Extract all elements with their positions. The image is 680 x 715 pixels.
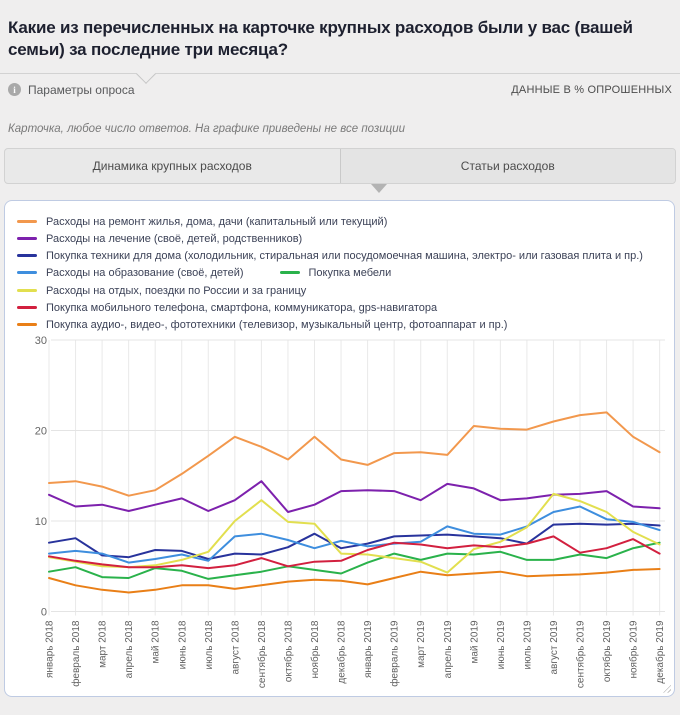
legend-dash-icon (17, 271, 37, 275)
x-axis-label: июнь 2019 (496, 620, 507, 669)
legend-row: Покупка аудио-, видео-, фототехники (тел… (17, 316, 674, 333)
header-divider (0, 63, 680, 84)
legend-dash-icon (279, 271, 300, 275)
legend-dash-icon (17, 236, 37, 240)
legend-dash-icon (17, 288, 37, 292)
legend-row: Покупка техники для дома (холодильник, с… (17, 247, 674, 264)
legend-item[interactable]: Покупка мобильного телефона, смартфона, … (17, 298, 437, 315)
data-units-label: ДАННЫЕ В % ОПРОШЕННЫХ (511, 83, 672, 96)
x-axis-label: декабрь 2018 (336, 620, 348, 684)
legend-label: Покупка мобильного телефона, смартфона, … (46, 301, 438, 314)
x-axis-label: октябрь 2019 (601, 620, 613, 682)
legend-label: Покупка аудио-, видео-, фототехники (тел… (46, 318, 508, 331)
x-axis-label: апрель 2018 (124, 620, 135, 678)
x-axis-label: июль 2019 (522, 620, 533, 669)
legend-row: Расходы на лечение (своё, детей, родстве… (17, 230, 674, 247)
survey-params-link[interactable]: i Параметры опроса (8, 83, 135, 97)
legend-label: Расходы на ремонт жилья, дома, дачи (кап… (46, 215, 388, 228)
series-line-6 (48, 535, 661, 570)
legend-item[interactable]: Покупка техники для дома (холодильник, с… (17, 246, 643, 263)
survey-question-title: Какие из перечисленных на карточке крупн… (8, 18, 633, 60)
x-axis-label: февраль 2018 (70, 620, 82, 687)
series-line-3 (48, 505, 661, 564)
legend-row: Покупка мобильного телефона, смартфона, … (17, 299, 674, 316)
x-axis-label: сентябрь 2019 (575, 620, 587, 688)
y-axis-label: 0 (41, 607, 47, 619)
chart-legend: Расходы на ремонт жилья, дома, дачи (кап… (5, 213, 674, 333)
series-line-5 (48, 493, 661, 574)
expenses-line-chart: январь 2018 февраль 2018 март 2018 апрель 2… (35, 335, 666, 688)
legend-dash-icon (17, 322, 37, 326)
legend-item[interactable]: Расходы на отдых, поездки по России и за… (17, 281, 306, 298)
legend-dash-icon (17, 254, 37, 258)
y-axis-label: 30 (35, 335, 47, 347)
legend-label: Расходы на отдых, поездки по России и за… (46, 284, 307, 297)
x-axis-label: август 2019 (549, 620, 560, 674)
x-axis-label: октябрь 2018 (282, 620, 294, 682)
tab-dynamics[interactable]: Динамика крупных расходов (92, 158, 252, 173)
legend-label: Покупка мебели (308, 267, 392, 280)
legend-item[interactable]: Расходы на образование (своё, детей) (17, 263, 244, 280)
legend-row: Расходы на отдых, поездки по России и за… (17, 282, 674, 299)
x-axis-label: декабрь 2019 (654, 620, 666, 684)
legend-row: Расходы на образование (своё, детей) Поку… (17, 264, 674, 281)
info-icon[interactable]: i (8, 83, 21, 97)
series-line-7 (48, 568, 661, 594)
resize-handle-icon[interactable] (661, 682, 671, 693)
x-axis-label: май 2018 (151, 620, 162, 663)
legend-row: Расходы на ремонт жилья, дома, дачи (кап… (17, 213, 674, 230)
legend-dash-icon (17, 219, 37, 223)
x-axis-label: июль 2018 (204, 620, 215, 669)
series-line-1 (48, 480, 661, 514)
y-axis-label: 20 (35, 426, 47, 438)
chart-panel: Расходы на ремонт жилья, дома, дачи (кап… (4, 199, 675, 697)
legend-label: Расходы на образование (своё, детей) (46, 267, 244, 280)
active-tab-notch-icon (371, 183, 387, 193)
chart-tabs: Динамика крупных расходов Статьи расходо… (4, 147, 676, 193)
x-axis-label: июнь 2018 (177, 620, 188, 669)
x-axis-label: сентябрь 2018 (256, 620, 268, 688)
survey-params-label: Параметры опроса (28, 82, 135, 97)
legend-item[interactable]: Расходы на ремонт жилья, дома, дачи (кап… (17, 212, 387, 229)
tab-expense-items[interactable]: Статьи расходов (339, 148, 675, 183)
x-axis-label: август 2018 (230, 620, 241, 674)
x-axis-label: январь 2019 (363, 620, 374, 678)
legend-item[interactable]: Покупка аудио-, видео-, фототехники (тел… (17, 315, 507, 332)
chart-note: Карточка, любое число ответов. На график… (8, 122, 406, 135)
x-axis-label: март 2019 (416, 620, 427, 668)
x-axis-label: ноябрь 2019 (628, 620, 640, 678)
series-line-2 (48, 522, 661, 561)
legend-item[interactable]: Покупка мебели (279, 263, 392, 280)
series-line-0 (48, 411, 661, 497)
legend-item[interactable]: Расходы на лечение (своё, детей, родстве… (17, 229, 302, 246)
x-axis-label: ноябрь 2018 (309, 620, 321, 678)
legend-label: Расходы на лечение (своё, детей, родстве… (46, 232, 303, 245)
x-axis-label: май 2019 (469, 620, 480, 663)
x-axis-label: апрель 2019 (443, 620, 454, 678)
y-axis-label: 10 (35, 516, 47, 528)
x-axis-label: март 2018 (98, 620, 109, 668)
legend-label: Покупка техники для дома (холодильник, с… (46, 250, 643, 263)
legend-dash-icon (17, 305, 37, 309)
x-axis-label: январь 2018 (45, 620, 56, 678)
series-line-4 (48, 541, 661, 581)
x-axis-label: февраль 2019 (389, 620, 401, 687)
